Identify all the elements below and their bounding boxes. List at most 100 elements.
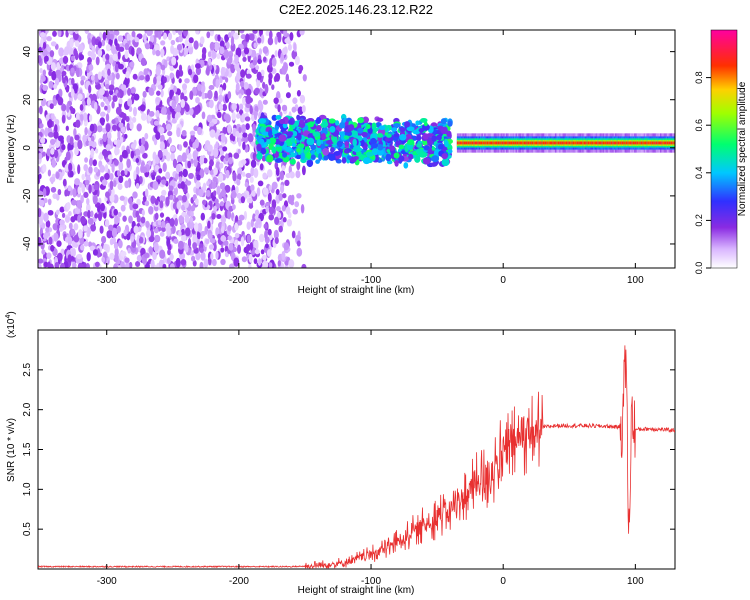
heatmap-cell xyxy=(155,66,161,76)
heatmap-cell xyxy=(50,244,55,252)
heatmap-cell xyxy=(371,126,378,134)
heatmap-cell xyxy=(279,170,285,181)
heatmap-cell xyxy=(256,187,261,197)
heatmap-cell xyxy=(185,148,190,155)
heatmap-cell xyxy=(447,120,453,127)
heatmap-cell xyxy=(219,182,226,190)
heatmap-cell xyxy=(178,78,182,84)
heatmap-cell xyxy=(393,133,400,138)
heatmap-cell xyxy=(280,184,285,194)
heatmap-cell xyxy=(197,222,203,233)
heatmap-cell xyxy=(155,49,161,57)
heatmap-cell xyxy=(217,34,221,42)
heatmap-cell xyxy=(336,140,343,148)
heatmap-cell xyxy=(508,141,512,145)
heatmap-cell xyxy=(242,132,248,138)
heatmap-cell xyxy=(421,123,430,131)
heatmap-cell xyxy=(155,131,161,140)
heatmap-cell xyxy=(240,34,247,40)
heatmap-cell xyxy=(441,153,448,160)
heatmap-cell xyxy=(616,141,619,145)
heatmap-cell xyxy=(161,179,167,185)
heatmap-cell xyxy=(159,249,166,259)
heatmap-cell xyxy=(516,141,520,145)
heatmap-cell xyxy=(635,141,638,145)
heatmap-cell xyxy=(109,180,114,191)
heatmap-cell xyxy=(133,93,140,101)
heatmap-cell xyxy=(47,119,53,128)
heatmap-cell xyxy=(70,55,75,62)
spectrogram-x-axis-label: Height of straight line (km) xyxy=(298,285,415,296)
heatmap-cell xyxy=(202,199,207,206)
heatmap-cell xyxy=(278,118,286,125)
heatmap-cell xyxy=(245,73,252,79)
heatmap-cell xyxy=(218,173,224,183)
heatmap-cell xyxy=(92,194,98,205)
heatmap-cell xyxy=(172,158,178,169)
heatmap-cell xyxy=(316,147,322,155)
heatmap-cell xyxy=(88,184,92,194)
heatmap-cell xyxy=(237,173,242,181)
heatmap-cell xyxy=(159,200,164,209)
heatmap-cell xyxy=(88,114,93,122)
heatmap-cell xyxy=(111,44,115,54)
heatmap-cell xyxy=(238,214,245,221)
heatmap-cell xyxy=(201,111,206,120)
heatmap-cell xyxy=(427,148,433,155)
heatmap-cell xyxy=(308,121,315,128)
snr-line xyxy=(38,345,675,569)
colorbar-tick-label: 0.6 xyxy=(694,119,704,132)
heatmap-cell xyxy=(343,135,350,140)
heatmap-cell xyxy=(124,168,128,176)
heatmap-cell xyxy=(113,208,118,216)
heatmap-cell xyxy=(228,157,233,165)
heatmap-cell xyxy=(148,206,154,215)
heatmap-cell xyxy=(50,41,57,47)
heatmap-cell xyxy=(77,43,84,53)
colorbar-tick-label: 0.0 xyxy=(694,262,704,275)
heatmap-cell xyxy=(48,80,54,89)
heatmap-cell xyxy=(316,138,322,147)
heatmap-cell xyxy=(392,123,401,128)
heatmap-cell xyxy=(236,192,242,199)
heatmap-cell xyxy=(213,167,218,176)
heatmap-cell xyxy=(258,118,267,124)
heatmap-cell xyxy=(288,61,295,67)
snr-x-ticks: -300 -200 -100 0 100 xyxy=(97,330,644,587)
heatmap-cell xyxy=(393,152,400,159)
heatmap-cell xyxy=(139,104,146,112)
heatmap-cell xyxy=(133,225,139,234)
heatmap-cell xyxy=(181,129,187,137)
heatmap-cell xyxy=(187,152,192,160)
heatmap-cell xyxy=(160,48,165,57)
heatmap-cell xyxy=(234,239,239,248)
heatmap-cell xyxy=(378,125,386,131)
heatmap-cell xyxy=(207,220,211,229)
heatmap-cell xyxy=(168,136,172,144)
heatmap-cell xyxy=(291,194,295,202)
heatmap-cell xyxy=(285,173,292,179)
colorbar-gradient xyxy=(710,29,738,269)
heatmap-cell xyxy=(200,212,206,221)
heatmap-cell xyxy=(385,153,392,162)
heatmap-cell xyxy=(101,235,107,244)
heatmap-cell xyxy=(199,168,205,179)
heatmap-cell xyxy=(178,35,183,43)
heatmap-cell xyxy=(620,141,623,145)
heatmap-cell xyxy=(120,84,127,91)
heatmap-cell xyxy=(292,97,298,104)
heatmap-cell xyxy=(112,53,118,61)
heatmap-cell xyxy=(175,163,181,173)
heatmap-cell xyxy=(114,147,120,156)
heatmap-cell xyxy=(598,141,602,145)
heatmap-cell xyxy=(572,141,576,145)
spectrogram-x-tick-label: -200 xyxy=(229,275,249,286)
heatmap-cell xyxy=(296,193,302,199)
heatmap-cell xyxy=(228,242,234,251)
heatmap-cell xyxy=(441,158,450,167)
heatmap-cell xyxy=(523,141,527,145)
heatmap-cell xyxy=(266,138,271,145)
heatmap-cell xyxy=(153,227,159,234)
heatmap-cell xyxy=(250,159,257,168)
spectrogram-x-tick-label: -100 xyxy=(361,275,381,286)
